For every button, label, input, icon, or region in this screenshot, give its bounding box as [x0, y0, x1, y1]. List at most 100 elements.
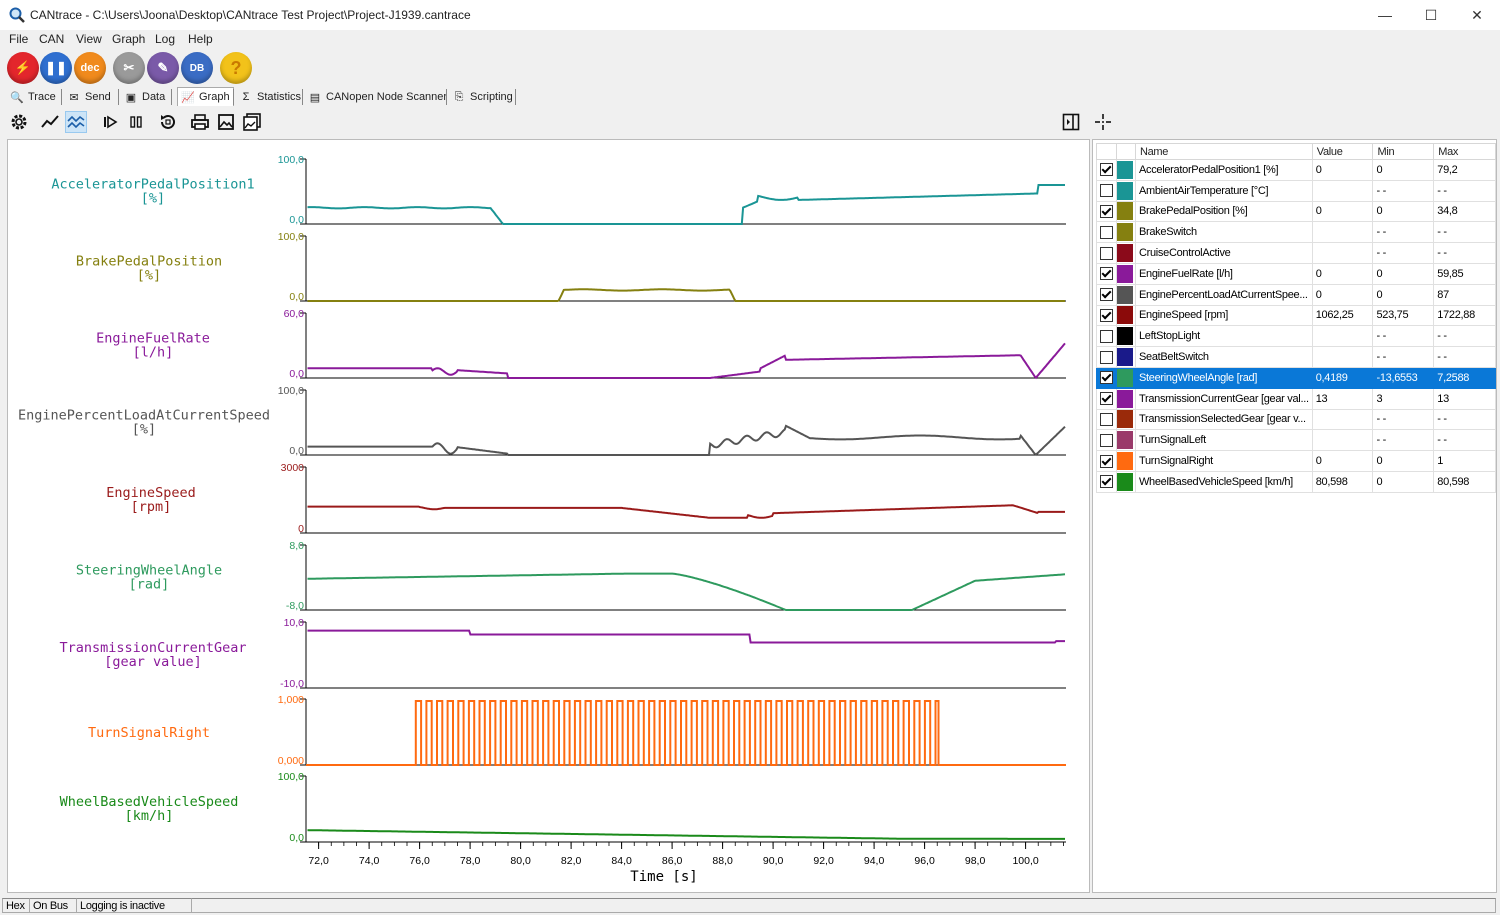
signal-checkbox[interactable] — [1100, 454, 1113, 468]
menu-log[interactable]: Log — [155, 32, 176, 46]
x-tick-label: 94,0 — [864, 855, 885, 867]
dec-mode-icon[interactable]: dec — [74, 52, 106, 84]
stacked-signal-chart[interactable]: 100,00,0AcceleratorPedalPosition1[%]100,… — [8, 140, 1089, 892]
tools-icon[interactable]: ✂ — [113, 52, 145, 84]
tab-send[interactable]: ✉ Send — [67, 88, 110, 106]
signal-checkbox[interactable] — [1100, 163, 1113, 177]
signal-color-swatch[interactable] — [1117, 306, 1133, 325]
scanner-icon: ▤ — [309, 91, 321, 104]
signal-color-swatch[interactable] — [1117, 472, 1133, 491]
signal-row[interactable]: SteeringWheelAngle [rad] 0,4189 -13,6553 7,… — [1096, 366, 1496, 389]
header-min[interactable]: Min — [1372, 143, 1435, 160]
signal-row[interactable]: EngineSpeed [rpm] 1062,25 523,75 1722,88 — [1096, 304, 1496, 327]
signal-checkbox[interactable] — [1100, 329, 1113, 343]
signal-checkbox-cell — [1096, 200, 1117, 223]
menu-graph[interactable]: Graph — [112, 32, 146, 46]
channel-unit: [km/h] — [125, 808, 174, 824]
tab-scripting[interactable]: ⎘ Scripting — [452, 88, 513, 106]
signal-checkbox[interactable] — [1100, 475, 1113, 489]
menu-can[interactable]: CAN — [39, 32, 65, 46]
signal-row[interactable]: WheelBasedVehicleSpeed [km/h] 80,598 0 80,5… — [1096, 470, 1496, 493]
play-icon[interactable] — [99, 111, 121, 133]
signal-min: 0 — [1372, 450, 1435, 472]
signal-checkbox[interactable] — [1100, 288, 1113, 302]
signal-checkbox[interactable] — [1100, 204, 1113, 218]
database-icon[interactable]: DB — [181, 52, 213, 84]
connect-icon[interactable]: ⚡ — [7, 52, 39, 84]
signal-checkbox[interactable] — [1100, 246, 1113, 260]
signal-checkbox[interactable] — [1100, 184, 1113, 198]
signal-row[interactable]: TurnSignalLeft - -- - — [1096, 429, 1496, 452]
signal-color-swatch[interactable] — [1117, 452, 1133, 471]
help-icon[interactable]: ? — [220, 52, 252, 84]
header-max[interactable]: Max — [1433, 143, 1496, 160]
signal-color-cell — [1116, 346, 1136, 368]
edit-icon[interactable]: ✎ — [147, 52, 179, 84]
pause-icon[interactable]: ❚❚ — [40, 52, 72, 84]
signal-color-swatch[interactable] — [1117, 160, 1133, 179]
signal-checkbox[interactable] — [1100, 371, 1113, 385]
signal-color-swatch[interactable] — [1117, 264, 1133, 283]
signal-checkbox[interactable] — [1100, 392, 1113, 406]
signal-row[interactable]: TurnSignalRight 0 0 1 — [1096, 450, 1496, 472]
signal-row[interactable]: LeftStopLight - -- - — [1096, 325, 1496, 348]
signal-checkbox[interactable] — [1100, 350, 1113, 364]
reset-zoom-icon[interactable] — [157, 111, 179, 133]
graph-panel[interactable]: 100,0 0,0 AcceleratorPedalPosition1 [%] 100,… — [7, 139, 1090, 893]
signal-row[interactable]: SeatBeltSwitch - -- - — [1096, 346, 1496, 368]
signal-color-swatch[interactable] — [1117, 348, 1133, 367]
signal-row[interactable]: AcceleratorPedalPosition1 [%] 0 0 79,2 — [1096, 159, 1496, 181]
signal-color-cell — [1116, 470, 1136, 493]
channel-label: EngineFuelRate — [96, 331, 210, 347]
signal-color-swatch[interactable] — [1117, 389, 1133, 408]
tab-canopen-node-scanner[interactable]: ▤ CANopen Node Scanner — [308, 88, 447, 106]
signal-color-swatch[interactable] — [1117, 368, 1133, 387]
stacked-mode-icon[interactable] — [65, 111, 87, 133]
signal-row[interactable]: EngineFuelRate [l/h] 0 0 59,85 — [1096, 262, 1496, 285]
export-images-icon[interactable] — [241, 111, 263, 133]
close-button[interactable]: ✕ — [1471, 6, 1483, 23]
signal-color-swatch[interactable] — [1117, 327, 1133, 346]
pause-icon[interactable] — [125, 111, 147, 133]
settings-gear-icon[interactable] — [8, 111, 30, 133]
save-image-icon[interactable] — [215, 111, 237, 133]
signal-checkbox[interactable] — [1100, 433, 1113, 447]
signal-row[interactable]: CruiseControlActive - -- - — [1096, 242, 1496, 264]
header-value[interactable]: Value — [1311, 143, 1374, 160]
signal-value: 0 — [1311, 200, 1374, 223]
signal-row[interactable]: AmbientAirTemperature [°C] - -- - — [1096, 179, 1496, 202]
signal-checkbox[interactable] — [1100, 412, 1113, 426]
maximize-button[interactable]: ☐ — [1424, 6, 1438, 23]
signal-color-swatch[interactable] — [1117, 244, 1133, 263]
signal-color-swatch[interactable] — [1117, 285, 1133, 304]
crosshair-icon[interactable] — [1092, 111, 1114, 133]
signal-row[interactable]: TransmissionSelectedGear [gear v... - -- … — [1096, 408, 1496, 431]
tab-graph[interactable]: 📈 Graph — [177, 87, 234, 106]
signal-color-swatch[interactable] — [1117, 202, 1133, 221]
tab-trace[interactable]: 🔍 Trace — [10, 88, 56, 106]
minimize-button[interactable]: — — [1378, 7, 1392, 23]
tab-data[interactable]: ▣ Data — [124, 88, 165, 106]
menu-help[interactable]: Help — [188, 32, 213, 46]
tab-statistics[interactable]: Σ Statistics — [239, 88, 301, 106]
signal-trace — [307, 629, 1065, 644]
signal-checkbox[interactable] — [1100, 267, 1113, 281]
signal-color-swatch[interactable] — [1117, 223, 1133, 242]
signal-checkbox[interactable] — [1100, 308, 1113, 322]
toggle-panel-icon[interactable] — [1060, 111, 1082, 133]
signal-min: 0 — [1372, 470, 1435, 493]
line-mode-icon[interactable] — [39, 111, 61, 133]
signal-color-swatch[interactable] — [1117, 431, 1133, 450]
menu-file[interactable]: File — [9, 32, 29, 46]
header-name[interactable]: Name — [1134, 143, 1313, 160]
menu-view[interactable]: View — [76, 32, 102, 46]
signal-color-swatch[interactable] — [1117, 181, 1133, 200]
signal-row[interactable]: EnginePercentLoadAtCurrentSpee... 0 0 87 — [1096, 283, 1496, 306]
signal-row[interactable]: BrakeSwitch - -- - — [1096, 221, 1496, 244]
signal-row[interactable]: TransmissionCurrentGear [gear val... 13 3 1… — [1096, 387, 1496, 410]
print-icon[interactable] — [189, 111, 211, 133]
signal-checkbox[interactable] — [1100, 225, 1113, 239]
signal-min: -13,6553 — [1372, 366, 1435, 389]
signal-row[interactable]: BrakePedalPosition [%] 0 0 34,8 — [1096, 200, 1496, 223]
signal-color-swatch[interactable] — [1117, 410, 1133, 429]
